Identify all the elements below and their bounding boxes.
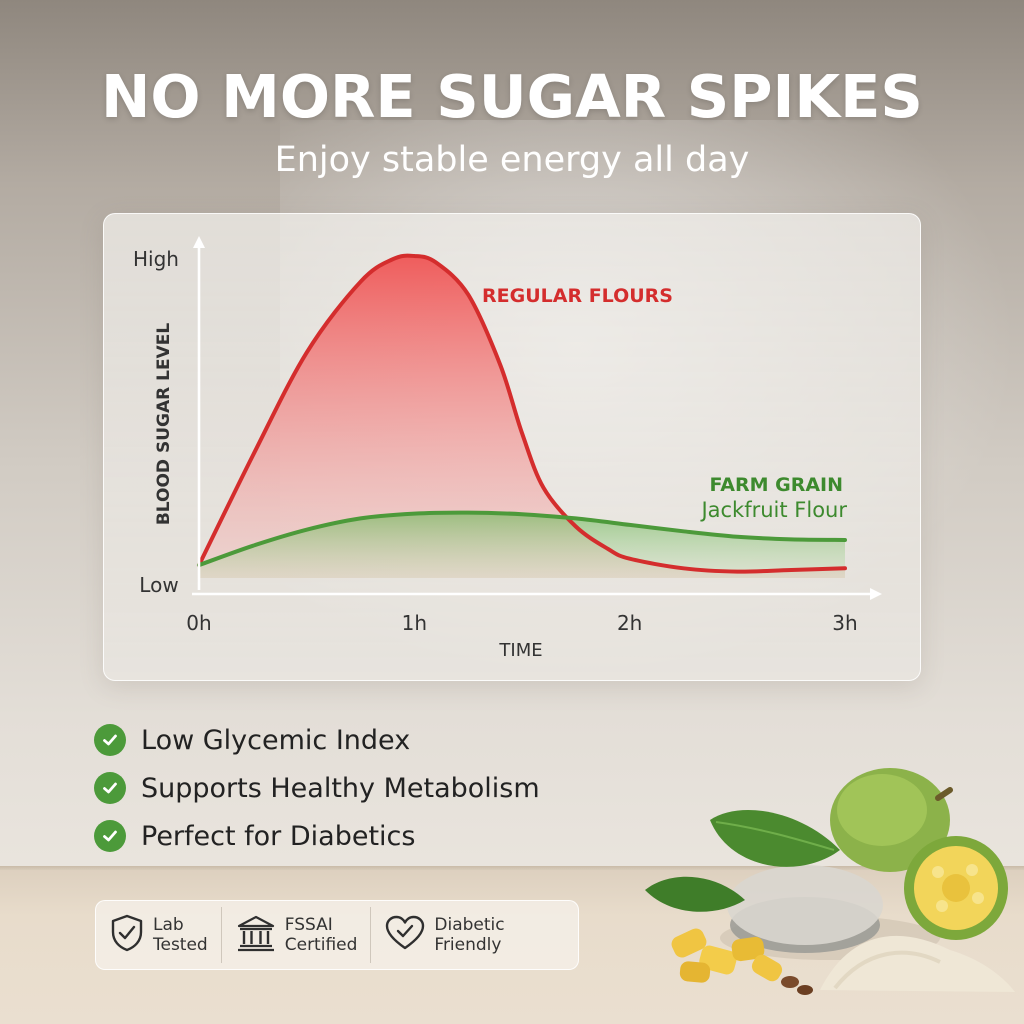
headline: NO MORE SUGAR SPIKES [101,62,923,131]
badge-line1: Diabetic [434,915,505,935]
series-sublabel-jackfruit-flour: Jackfruit Flour [699,498,847,522]
x-axis-title: TIME [498,640,542,661]
y-axis-title: BLOOD SUGAR LEVEL [154,323,174,525]
farm-grain-line [197,510,847,568]
x-axis-arrow [870,588,882,600]
badge-lab-tested: Lab Tested [96,907,221,963]
benefit-item: Supports Healthy Metabolism [94,764,540,812]
benefit-item: Perfect for Diabetics [94,812,540,860]
check-circle-icon [94,724,126,756]
heart-check-icon [384,914,426,956]
badge-line1: Lab [153,915,184,935]
badge-line1: FSSAI [284,915,333,935]
benefit-label: Low Glycemic Index [141,724,411,756]
blood-sugar-chart: High Low 0h 1h 2h 3h TIME BLOOD SUGAR LEVEL REGU… [133,236,882,661]
series-label-farm-grain: FARM GRAIN [709,474,843,496]
badge-line2: Certified [284,935,358,955]
check-circle-icon [94,820,126,852]
benefit-label: Perfect for Diabetics [141,820,416,852]
benefit-item: Low Glycemic Index [94,716,540,764]
check-circle-icon [94,772,126,804]
badge-diabetic-friendly: Diabetic Friendly [370,907,517,963]
benefits-list: Low Glycemic Index Supports Healthy Meta… [94,716,540,860]
series-label-regular-flours: REGULAR FLOURS [482,285,673,307]
shield-check-icon [109,913,145,957]
shelf-edge [0,866,1024,872]
jackfruit-flour-illustration [645,768,1015,995]
y-tick-label: High [133,247,179,271]
farm-grain-area [199,512,845,578]
x-tick-label: 0h [186,611,211,635]
benefit-label: Supports Healthy Metabolism [141,772,540,804]
regular-flours-area [199,255,845,578]
badge-fssai-certified: FSSAI Certified [220,907,371,963]
badge-line2: Tested [153,935,208,955]
y-tick-label: Low [139,573,178,597]
government-building-icon [235,913,277,957]
x-tick-label: 2h [617,611,642,635]
subheadline: Enjoy stable energy all day [274,140,750,180]
regular-flours-line [197,253,847,574]
trust-badges: Lab Tested FSSAI Certified [95,900,579,970]
y-axis-arrow [193,236,205,248]
x-tick-label: 3h [832,611,857,635]
badge-line2: Friendly [434,935,502,955]
x-tick-label: 1h [402,611,427,635]
